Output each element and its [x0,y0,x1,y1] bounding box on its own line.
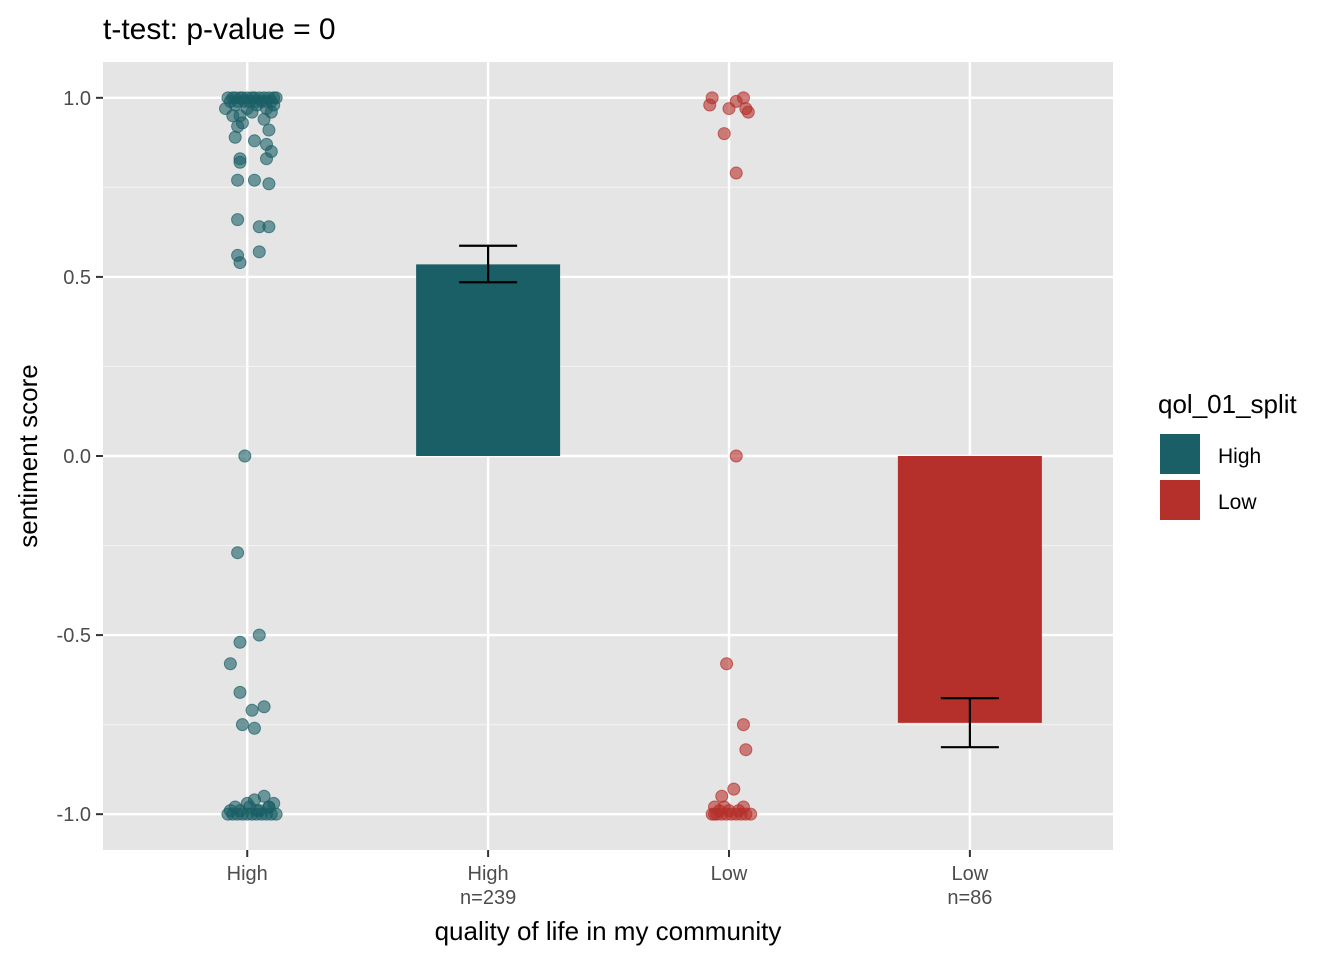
data-point-high [247,134,261,148]
y-tick-label: -1.0 [57,804,91,826]
legend-swatch-high [1160,434,1200,474]
data-point-high [240,796,254,810]
data-point-high [223,657,237,671]
chart-title: t-test: p-value = 0 [103,13,336,46]
y-axis-title: sentiment score [13,364,43,548]
y-axis: -1.0 -0.5 0.0 0.5 1.0 [57,88,103,826]
x-tick-label: Low [952,863,989,885]
data-point-high [262,123,276,137]
data-point-high [245,105,259,119]
y-tick-label: 1.0 [63,88,91,110]
data-point-low [720,657,734,671]
data-point-low [727,782,741,796]
data-point-low [736,800,750,814]
data-point-low [739,743,753,757]
data-point-high [245,703,259,717]
plot-panel [103,62,1113,850]
data-point-high [231,213,245,227]
legend-title: qol_01_split [1158,389,1298,419]
data-point-high [252,628,266,642]
x-axis-title: quality of life in my community [435,916,782,946]
jitter-points [219,91,758,821]
data-point-low [717,127,731,141]
data-point-high [233,685,247,699]
data-point-high [238,449,252,463]
data-point-high [264,105,278,119]
data-point-high [228,98,242,112]
data-point-high [257,700,271,714]
data-point-high [228,800,242,814]
data-point-high [252,245,266,259]
legend: qol_01_split High Low [1158,389,1298,522]
data-point-low [739,102,753,116]
data-point-low [705,91,719,105]
data-point-high [228,130,242,144]
x-tick-label-count: n=86 [947,887,992,909]
x-tick-label: Low [711,863,748,885]
bar-high [416,264,561,456]
data-point-high [250,804,264,818]
y-tick-label: -0.5 [57,625,91,647]
error-bars [459,244,999,749]
data-point-high [257,789,271,803]
data-point-high [233,635,247,649]
data-point-high [267,796,281,810]
data-point-high [259,152,273,166]
y-tick-label: 0.5 [63,267,91,289]
data-point-high [247,721,261,735]
data-point-low [729,166,743,180]
bar-low [897,456,1042,723]
data-point-high [235,116,249,130]
data-point-high [233,256,247,270]
x-tick-label-count: n=239 [460,887,516,909]
data-point-low [736,91,750,105]
data-point-low [736,718,750,732]
data-point-high [233,155,247,169]
data-point-high [247,173,261,187]
x-tick-label: High [468,863,509,885]
y-tick-label: 0.0 [63,446,91,468]
data-point-low [717,800,731,814]
data-point-high [262,220,276,234]
x-tick-label: High [227,863,268,885]
data-point-high [262,177,276,191]
data-point-high [231,173,245,187]
bars [416,264,1042,723]
data-point-high [235,718,249,732]
data-point-low [715,789,729,803]
legend-swatch-low [1160,480,1200,520]
legend-label-high: High [1218,445,1261,468]
legend-label-low: Low [1218,491,1257,514]
data-point-high [231,546,245,560]
data-point-low [729,449,743,463]
